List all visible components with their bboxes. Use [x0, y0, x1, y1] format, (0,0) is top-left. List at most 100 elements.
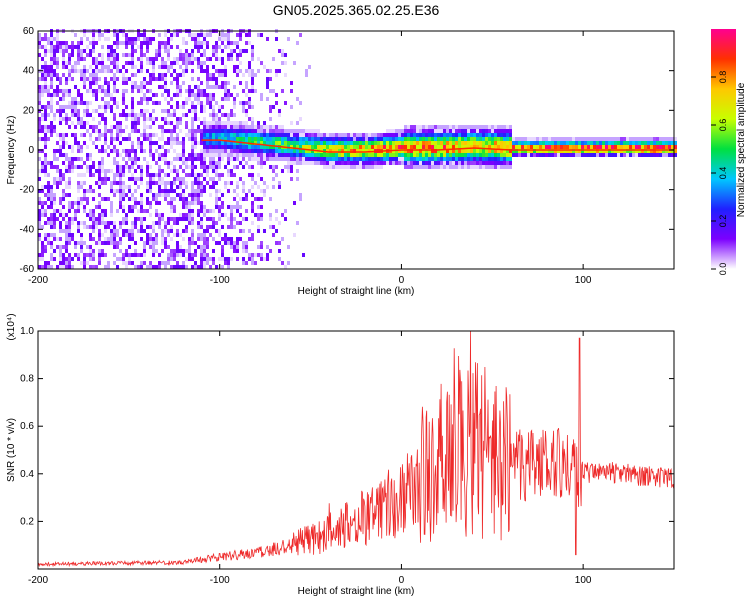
spectrogram-cell — [179, 121, 182, 125]
spectrogram-cell — [167, 161, 170, 165]
spectrogram-cell — [563, 141, 566, 145]
spectrogram-cell — [188, 249, 191, 253]
spectrogram-cell — [458, 137, 461, 141]
spectrogram-cell — [599, 145, 602, 149]
spectrogram-cell — [176, 77, 179, 81]
spectrogram-cell — [386, 157, 389, 161]
spectrogram-cell — [284, 153, 287, 157]
spectrogram-cell — [278, 141, 281, 145]
spectrogram-cell — [77, 121, 80, 125]
spectrogram-cell — [209, 137, 212, 141]
spectrogram-cell — [38, 89, 41, 93]
spectrogram-cell — [86, 69, 89, 73]
spectrogram-cell — [338, 161, 341, 165]
spectrogram-cell — [197, 77, 200, 81]
spectrogram-cell — [98, 61, 101, 65]
spectrogram-cell — [266, 85, 269, 89]
spectrogram-cell — [95, 129, 98, 133]
spectrogram-cell — [449, 149, 452, 153]
spectrogram-cell — [395, 157, 398, 161]
spectrogram-cell — [374, 157, 377, 161]
spectrogram-cell — [140, 65, 143, 69]
spectrogram-cell — [578, 137, 581, 141]
spectrogram-cell — [65, 245, 68, 249]
spectrogram-cell — [110, 69, 113, 73]
spectrogram-cell — [137, 177, 140, 181]
spectrogram-cell — [182, 69, 185, 73]
spectrogram-cell — [242, 197, 245, 201]
spectrogram-cell — [77, 53, 80, 57]
spectrogram-cell — [440, 149, 443, 153]
spectrogram-cell — [581, 145, 584, 149]
spectrogram-cell — [212, 181, 215, 185]
spectrogram-cell — [53, 49, 56, 53]
spectrogram-cell — [263, 157, 266, 161]
spectrogram-cell — [65, 45, 68, 49]
spectrogram-cell — [107, 225, 110, 229]
spectrogram-cell — [74, 141, 77, 145]
spectrogram-cell — [221, 141, 224, 145]
colorbar-tick-label: 0.2 — [718, 215, 728, 228]
spectrogram-cell — [230, 125, 233, 129]
spectrogram-cell — [212, 85, 215, 89]
spectrogram-cell — [368, 137, 371, 141]
spectrogram-cell — [509, 137, 512, 141]
spectrogram-cell — [38, 201, 41, 205]
spectrogram-cell — [485, 125, 488, 129]
spectrogram-cell — [260, 253, 263, 257]
spectrogram-cell — [200, 261, 203, 265]
spectrogram-cell — [188, 217, 191, 221]
spectrogram-cell — [257, 69, 260, 73]
spectrogram-cell — [359, 141, 362, 145]
spectrogram-cell — [407, 141, 410, 145]
spectrogram-cell — [80, 245, 83, 249]
spectrogram-cell — [266, 129, 269, 133]
spectrogram-cell — [182, 229, 185, 233]
spectrogram-cell — [104, 173, 107, 177]
spectrogram-cell — [116, 265, 119, 269]
spectrogram-cell — [410, 153, 413, 157]
spectrogram-cell — [41, 213, 44, 217]
spectrogram-cell — [350, 149, 353, 153]
spectrogram-cell — [536, 141, 539, 145]
spectrogram-cell — [467, 137, 470, 141]
spectrogram-cell — [359, 145, 362, 149]
spectrogram-cell — [221, 265, 224, 269]
spectrogram-cell — [110, 109, 113, 113]
spectrogram-cell — [149, 77, 152, 81]
spectrogram-cell — [38, 233, 41, 237]
spectrogram-cell — [155, 209, 158, 213]
spectrogram-cell — [44, 49, 47, 53]
spectrogram-cell — [503, 161, 506, 165]
spectrogram-cell — [110, 61, 113, 65]
spectrogram-cell — [188, 61, 191, 65]
spectrogram-cell — [137, 121, 140, 125]
spectrogram-cell — [329, 137, 332, 141]
spectrogram-cell — [185, 229, 188, 233]
spectrogram-cell — [197, 233, 200, 237]
spectrogram-cell — [170, 45, 173, 49]
spectrogram-cell — [227, 93, 230, 97]
spectrogram-cell — [239, 101, 242, 105]
spectrogram-cell — [41, 57, 44, 61]
spectrogram-cell — [674, 145, 677, 149]
spectrogram-cell — [182, 41, 185, 45]
spectrogram-cell — [209, 121, 212, 125]
spectrogram-cell — [650, 149, 653, 153]
spectrogram-cell — [644, 137, 647, 141]
spectrogram-cell — [254, 133, 257, 137]
spectrogram-cell — [221, 193, 224, 197]
spectrogram-cell — [428, 149, 431, 153]
spectrogram-cell — [215, 165, 218, 169]
spectrogram-cell — [191, 133, 194, 137]
spectrogram-cell — [68, 257, 71, 261]
spectrogram-cell — [98, 149, 101, 153]
spectrogram-cell — [566, 153, 569, 157]
spectrogram-cell — [353, 165, 356, 169]
spectrogram-cell — [341, 149, 344, 153]
spectrogram-cell — [146, 237, 149, 241]
spectrogram-cell — [245, 41, 248, 45]
spectrogram-cell — [119, 133, 122, 137]
spectrogram-cell — [665, 153, 668, 157]
spectrogram-cell — [191, 217, 194, 221]
